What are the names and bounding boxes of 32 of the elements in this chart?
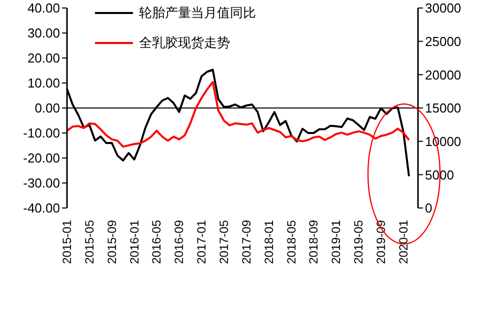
x-tick-label: 2018-05 [284, 220, 298, 264]
x-tick-label: 2018-09 [306, 220, 321, 264]
x-tick-label: 2020-01 [396, 220, 410, 264]
y-tick-label: 30.00 [27, 26, 60, 41]
y-tick-label: 0.00 [34, 100, 60, 116]
x-tick-label: 2017-01 [194, 220, 209, 264]
x-tick-label: 2019-01 [329, 220, 344, 264]
y2-tick-label: 15000 [425, 100, 462, 116]
x-tick-label: 2019-09 [374, 220, 388, 264]
y-tick-label: -30.00 [23, 176, 60, 191]
y-tick-label: 40.00 [27, 0, 60, 16]
x-tick-label: 2017-09 [239, 220, 254, 264]
y-tick-label: 10.00 [27, 76, 60, 91]
y-tick-label: -40.00 [23, 200, 60, 216]
x-tick-label: 2017-05 [216, 220, 231, 264]
x-tick-label: 2016-01 [127, 220, 142, 264]
y-tick-label: -10.00 [23, 126, 60, 141]
y-tick-label: -20.00 [23, 150, 60, 166]
legend-label: 全乳胶现货走势 [139, 34, 230, 52]
y2-tick-label: 20000 [425, 67, 462, 82]
y2-tick-label: 25000 [425, 34, 462, 49]
x-tick-label: 2015-01 [60, 220, 74, 264]
x-tick-label: 2018-01 [262, 220, 276, 264]
x-tick-label: 2015-09 [104, 220, 119, 264]
x-tick-label: 2019-05 [352, 220, 366, 264]
x-tick-label: 2016-05 [150, 220, 164, 264]
legend-label: 轮胎产量当月值同比 [139, 4, 256, 22]
y2-tick-label: 30000 [425, 0, 462, 16]
x-tick-label: 2016-09 [172, 220, 186, 264]
x-tick-label: 2015-05 [82, 220, 96, 264]
y-tick-label: 20.00 [27, 50, 60, 66]
y2-tick-label: 0 [425, 200, 432, 216]
